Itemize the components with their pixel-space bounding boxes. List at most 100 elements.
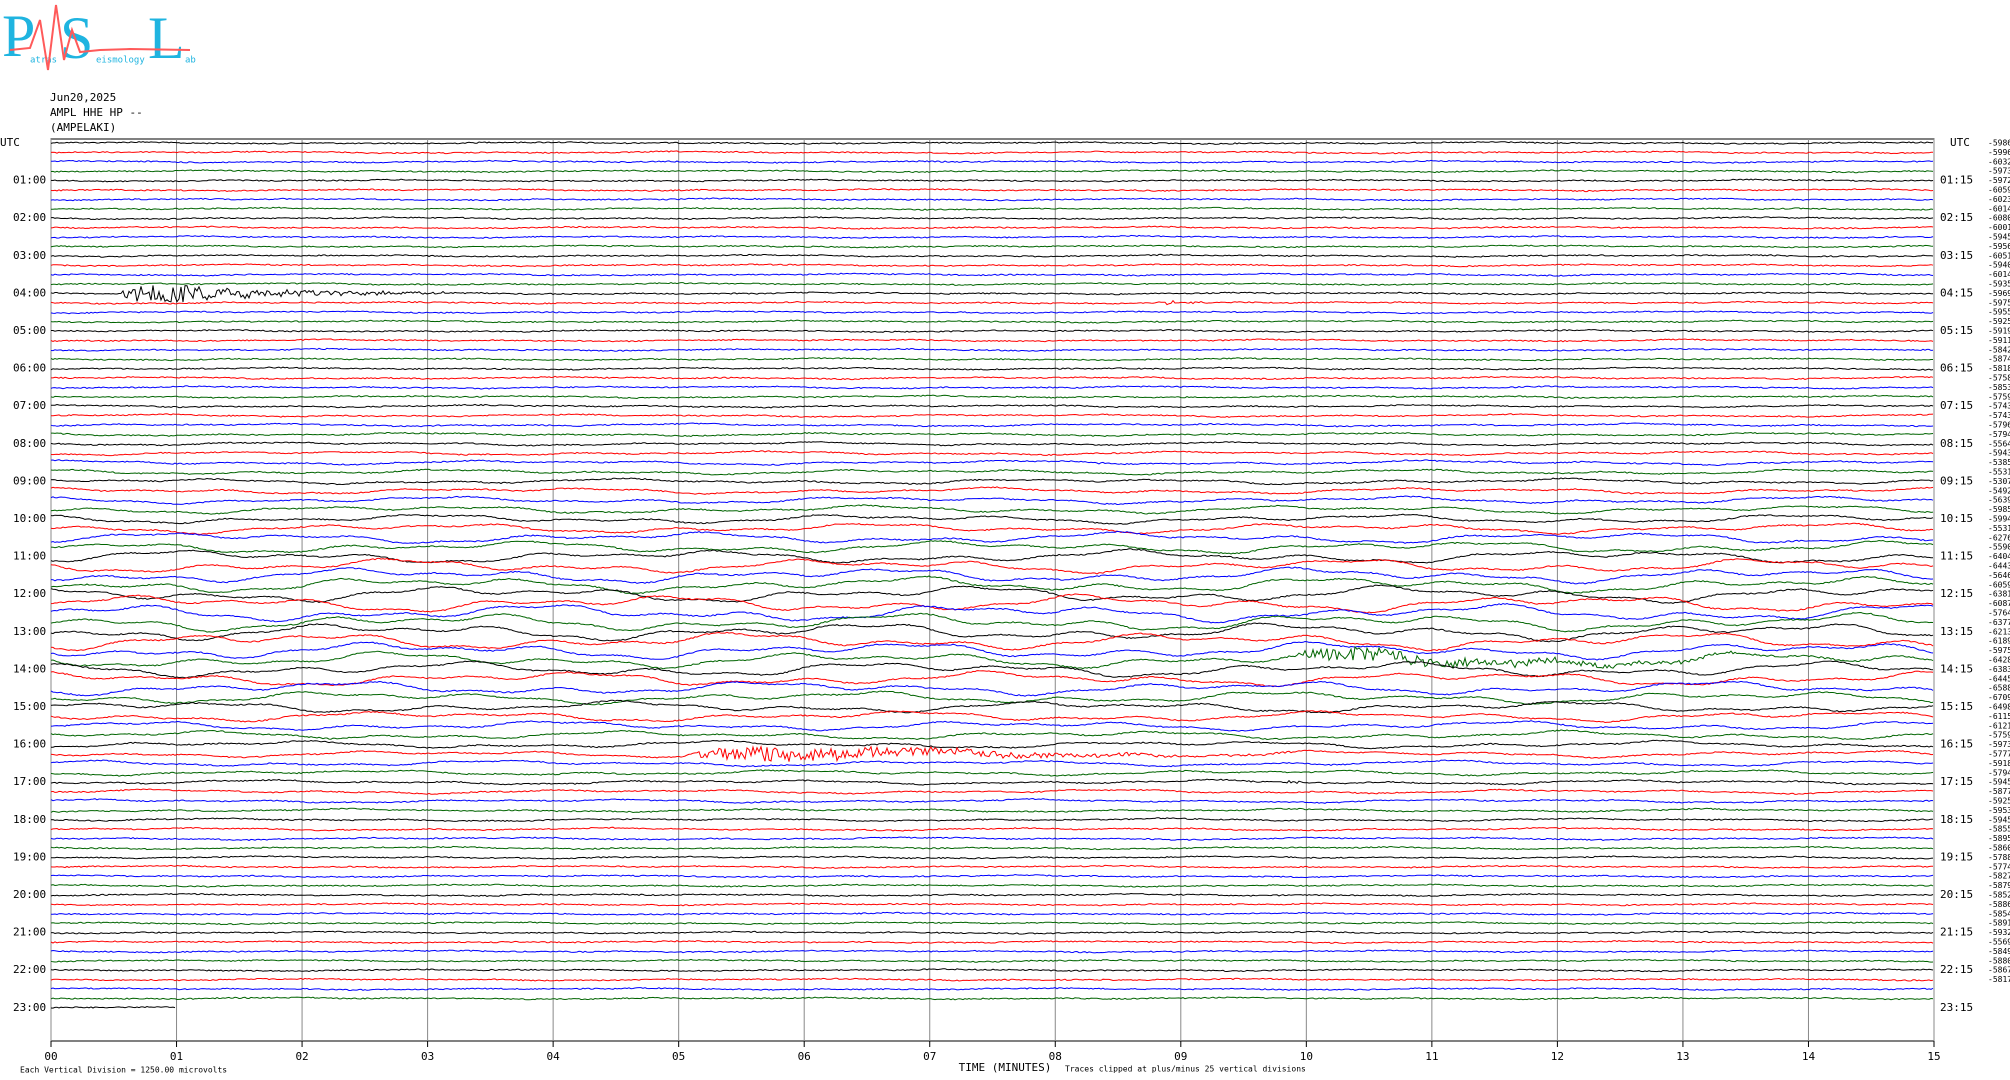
trace-offset: -6404: [1988, 552, 2010, 561]
trace: [50, 788, 1934, 795]
trace-offset: -6428: [1988, 656, 2010, 665]
trace: [50, 987, 1934, 992]
right-hour-label: 17:15: [1940, 775, 1973, 788]
trace-offset: -5940: [1988, 261, 2010, 270]
left-hour-label: 16:00: [13, 738, 46, 751]
trace-offset: -5564: [1988, 439, 2010, 448]
trace-offset: -5895: [1988, 834, 2010, 843]
trace: [50, 310, 1934, 315]
trace: [50, 921, 1934, 926]
trace: [50, 778, 1934, 786]
trace-offset: -6189: [1988, 637, 2010, 646]
right-hour-label: 07:15: [1940, 399, 1973, 412]
trace-offset: -6588: [1988, 684, 2010, 693]
x-tick-label: 10: [1300, 1050, 1313, 1063]
trace: [50, 883, 1934, 888]
trace: [50, 495, 1934, 506]
trace: [50, 759, 1934, 768]
trace: [50, 557, 1934, 575]
trace: [50, 178, 1934, 183]
trace: [50, 522, 1934, 535]
right-hour-label: 21:15: [1940, 926, 1973, 939]
trace-offset: -5852: [1988, 891, 2010, 900]
trace-offset: -5759: [1988, 731, 2010, 740]
trace-offset: -5945: [1988, 233, 2010, 242]
x-tick-label: 03: [421, 1050, 434, 1063]
trace: [50, 441, 1934, 447]
trace: [50, 939, 1934, 945]
left-hour-label: 11:00: [13, 550, 46, 563]
trace-offset: -6087: [1988, 599, 2010, 608]
trace: [50, 477, 1934, 486]
trace: [50, 253, 1934, 258]
trace-offset: -5531: [1988, 468, 2010, 477]
trace-offset: -6032: [1988, 157, 2010, 166]
trace: [50, 347, 1934, 352]
trace-offset: -6443: [1988, 562, 2010, 571]
trace-offset: -5794: [1988, 768, 2010, 777]
trace: [50, 958, 1934, 963]
trace-offset: -5911: [1988, 336, 2010, 345]
right-hour-label: 18:15: [1940, 813, 1973, 826]
x-tick-label: 02: [295, 1050, 308, 1063]
x-tick-label: 13: [1676, 1050, 1689, 1063]
trace-offset: -5996: [1988, 148, 2010, 157]
trace-offset: -6115: [1988, 712, 2010, 721]
trace: [50, 459, 1934, 467]
trace: [50, 150, 1933, 155]
right-hour-label: 08:15: [1940, 437, 1973, 450]
x-axis-label: TIME (MINUTES): [959, 1061, 1052, 1074]
logo-word: eismology: [96, 56, 145, 66]
trace: [51, 328, 1934, 333]
trace-offset: -5919: [1988, 327, 2010, 336]
trace: [50, 699, 1934, 714]
trace-offset: -5849: [1988, 947, 2010, 956]
trace: [50, 797, 1934, 804]
trace: [50, 584, 1934, 605]
trace-offset: -6080: [1988, 214, 2010, 223]
right-axis-title: UTC: [1950, 136, 1970, 149]
left-hour-label: 13:00: [13, 625, 46, 638]
trace-offset: -6213: [1988, 627, 2010, 636]
logo-letter: S: [60, 5, 93, 71]
trace: [50, 710, 1934, 724]
trace-offset: -5972: [1988, 176, 2010, 185]
left-hour-label: 23:00: [13, 1001, 46, 1014]
trace: [50, 930, 1934, 935]
trace-offset: -6121: [1988, 721, 2010, 730]
logo: P S L atras eismology ab: [2, 3, 196, 71]
trace: [50, 1005, 176, 1009]
trace: [50, 216, 1934, 221]
left-hour-label: 01:00: [13, 174, 46, 187]
trace-offset: -5925: [1988, 317, 2010, 326]
left-hour-label: 07:00: [13, 399, 46, 412]
trace: [50, 640, 1934, 661]
trace: [50, 745, 1934, 763]
left-hour-label: 14:00: [13, 662, 46, 675]
trace-offset: -5385: [1988, 458, 2010, 467]
trace-offset: -5891: [1988, 919, 2010, 928]
trace: [50, 385, 1934, 390]
left-hour-label: 10:00: [13, 512, 46, 525]
left-hour-label: 19:00: [13, 850, 46, 863]
right-hour-label: 15:15: [1940, 700, 1973, 713]
trace: [50, 769, 1934, 777]
trace-offset: -5956: [1988, 242, 2010, 251]
trace-offset: -5969: [1988, 289, 2010, 298]
trace-offset: -5886: [1988, 900, 2010, 909]
trace-offset: -6445: [1988, 674, 2010, 683]
trace: [50, 602, 1934, 624]
right-hour-label: 03:15: [1940, 249, 1973, 262]
trace: [50, 864, 1933, 869]
trace-offset: -5639: [1988, 496, 2010, 505]
trace-offset: -5842: [1988, 345, 2010, 354]
trace: [51, 403, 1934, 409]
logo-letter: P: [2, 3, 35, 69]
trace-offset: -5932: [1988, 928, 2010, 937]
date: Jun20,2025: [50, 91, 116, 104]
trace: [50, 486, 1934, 495]
trace: [50, 141, 1934, 145]
trace: [50, 680, 1934, 697]
